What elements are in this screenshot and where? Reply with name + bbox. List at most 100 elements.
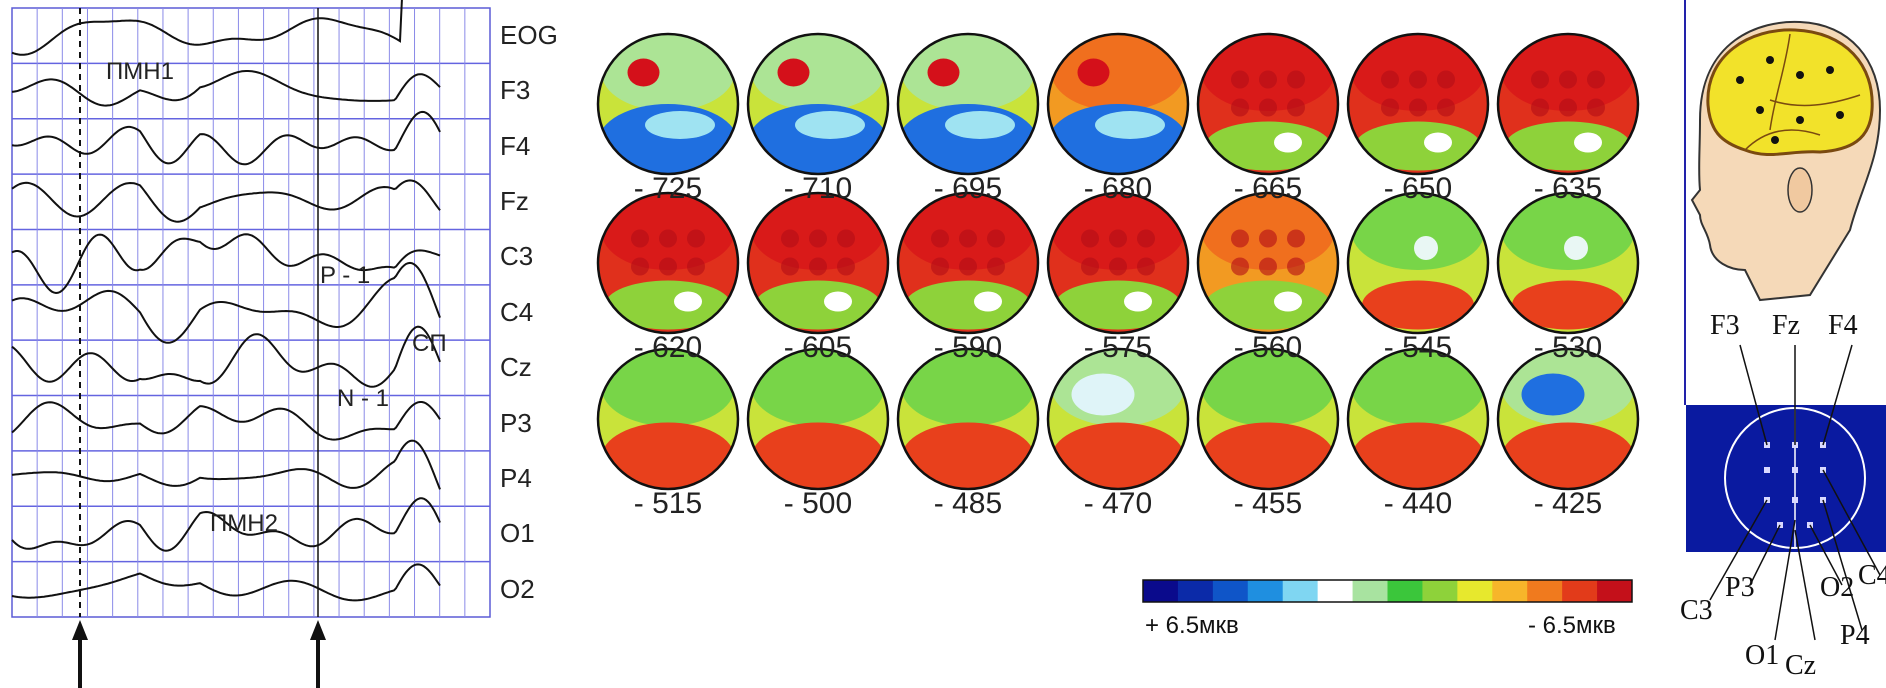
electrode-leader-line xyxy=(1709,499,1768,601)
scalp-electrode-dot xyxy=(1756,106,1764,114)
topomap xyxy=(898,34,1038,174)
electrode-leader-line xyxy=(1809,524,1843,586)
erp-trace xyxy=(11,325,441,388)
latency-label: - 635 xyxy=(1533,172,1603,205)
channel-label: C4 xyxy=(500,296,534,327)
channel-label: C3 xyxy=(500,241,534,272)
latency-label: - 440 xyxy=(1383,487,1453,520)
topomap xyxy=(748,34,888,174)
topomap-outline xyxy=(596,347,740,491)
channel-label: Fz xyxy=(500,186,529,217)
electrode-label: O1 xyxy=(1745,640,1780,671)
component-annotation: N - 1 xyxy=(337,385,390,412)
topomap-outline xyxy=(1496,347,1640,491)
latency-label: - 680 xyxy=(1083,172,1153,205)
topomap xyxy=(898,349,1038,489)
colorbar-segment xyxy=(1527,580,1563,602)
topomap xyxy=(1198,349,1338,489)
electrode-label: F3 xyxy=(1710,310,1740,341)
topomap xyxy=(748,349,888,489)
electrode-leader-line xyxy=(1822,499,1863,631)
topomap xyxy=(1348,193,1488,333)
channel-label: Cz xyxy=(500,352,532,383)
channel-label: EOG xyxy=(500,20,558,50)
colorbar-segment xyxy=(1177,580,1214,602)
latency-label: - 650 xyxy=(1383,172,1453,205)
latency-label: - 530 xyxy=(1533,331,1603,364)
latency-label: - 425 xyxy=(1533,487,1603,520)
electrode-label: P4 xyxy=(1840,620,1870,651)
scalp-electrode-dot xyxy=(1766,56,1774,64)
topomap-outline xyxy=(896,32,1040,176)
erp-trace xyxy=(11,497,441,552)
topomap-outline xyxy=(1196,32,1340,176)
topomap-outline xyxy=(1496,191,1640,335)
colorbar-segment xyxy=(1492,580,1528,602)
electrode-label: C4 xyxy=(1858,560,1886,591)
electrode-map-box xyxy=(1686,405,1886,552)
topomap-outline xyxy=(746,347,890,491)
topomap xyxy=(748,193,888,333)
electrode-leader-line xyxy=(1794,529,1816,641)
topomap xyxy=(598,34,738,174)
electrode-leader-line xyxy=(1822,344,1853,446)
colorbar-right-label: - 6.5мкв xyxy=(1528,612,1616,639)
erp-waveform-panel xyxy=(11,0,491,688)
colorbar-left-label: + 6.5мкв xyxy=(1145,612,1239,639)
colorbar-segment xyxy=(1562,580,1598,602)
arrow-head xyxy=(310,620,326,640)
colorbar-segment xyxy=(1457,580,1493,602)
topomap-outline xyxy=(1496,32,1640,176)
latency-label: - 695 xyxy=(933,172,1003,205)
topomap-outline xyxy=(746,32,890,176)
electrode-position xyxy=(1764,467,1770,473)
topomap-outline xyxy=(1346,347,1490,491)
component-annotation: СП xyxy=(412,330,447,357)
erp-trace xyxy=(11,70,441,107)
channel-label: F4 xyxy=(500,130,531,161)
scalp-electrode-dot xyxy=(1796,116,1804,124)
electrode-leader-line xyxy=(1774,519,1796,641)
topomap xyxy=(898,193,1038,333)
topomap xyxy=(1498,193,1638,333)
colorbar-segment xyxy=(1317,580,1354,602)
channel-label: O1 xyxy=(500,518,535,549)
colorbar-segment xyxy=(1387,580,1423,602)
electrode-label: F4 xyxy=(1828,310,1858,341)
erp-trace xyxy=(11,401,441,441)
colorbar-segment xyxy=(1143,580,1179,602)
erp-trace xyxy=(11,110,441,166)
scalp-electrode-dot xyxy=(1836,111,1844,119)
topomap-outline xyxy=(1346,191,1490,335)
electrode-label: Cz xyxy=(1785,650,1817,681)
topomap xyxy=(1048,193,1188,333)
erp-frame xyxy=(11,7,491,618)
topomap xyxy=(598,349,738,489)
topomap xyxy=(1198,34,1338,174)
latency-label: - 515 xyxy=(633,487,703,520)
electrode-label: Fz xyxy=(1772,310,1800,341)
topomap-outline xyxy=(746,191,890,335)
topomap xyxy=(1348,349,1488,489)
erp-trace xyxy=(11,179,441,223)
latency-label: - 725 xyxy=(633,172,703,205)
topomap-outline xyxy=(1196,347,1340,491)
channel-label: P3 xyxy=(500,407,532,438)
brain-lobes xyxy=(1706,28,1874,157)
component-annotation: ПМН2 xyxy=(210,510,278,537)
latency-label: - 665 xyxy=(1233,172,1303,205)
topomap-outline xyxy=(596,191,740,335)
ear xyxy=(1787,167,1813,213)
channel-label: P4 xyxy=(500,462,532,493)
electrode-leader-line xyxy=(1822,469,1881,576)
scalp-electrode-dot xyxy=(1736,76,1744,84)
latency-label: - 500 xyxy=(783,487,853,520)
topomap-outline xyxy=(1346,32,1490,176)
topomap-outline xyxy=(1046,347,1190,491)
topomap-outline xyxy=(896,347,1040,491)
topomap-outline xyxy=(1046,32,1190,176)
component-annotation: P - 1 xyxy=(320,262,371,289)
electrode-label: C3 xyxy=(1680,595,1713,626)
topomap-outline xyxy=(596,32,740,176)
